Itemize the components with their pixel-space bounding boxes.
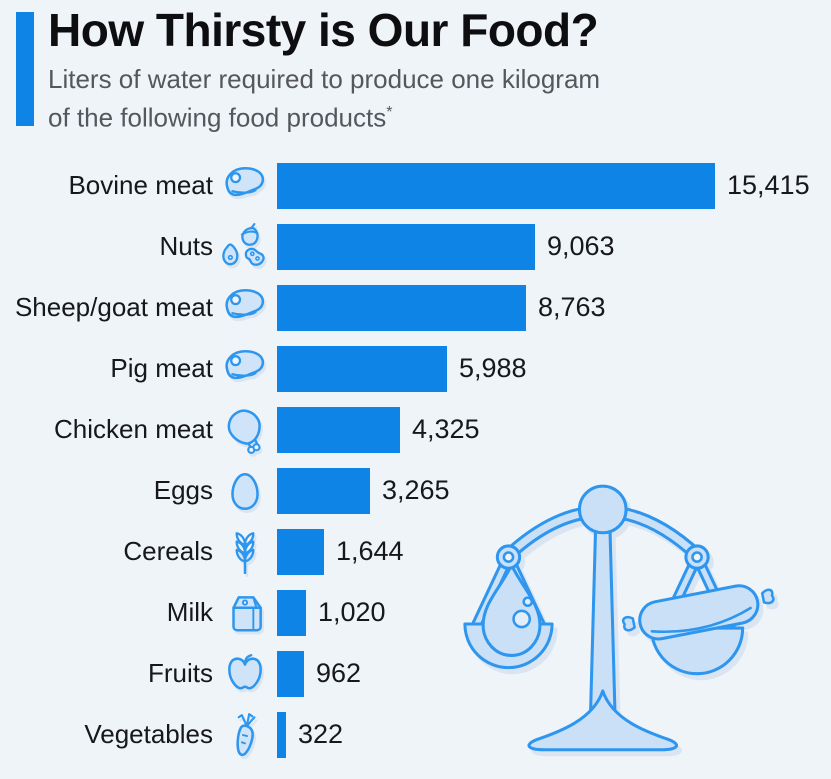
carrot-icon [213, 711, 277, 759]
bar-area: 1,644 [277, 528, 831, 575]
drumstick-icon [213, 406, 277, 454]
apple-icon [213, 650, 277, 698]
header: How Thirsty is Our Food? Liters of water… [48, 4, 808, 135]
bar [277, 223, 535, 270]
category-label: Milk [166, 597, 213, 627]
chart-row: Cereals 1,644 [0, 521, 831, 582]
subtitle-line1: Liters of water required to produce one … [48, 63, 601, 94]
chart-row: Pig meat 5,988 [0, 338, 831, 399]
value-label: 962 [316, 658, 362, 688]
title-accent-bar [16, 12, 34, 126]
steak-icon [213, 162, 277, 210]
bar [277, 528, 324, 575]
category-label: Pig meat [110, 353, 213, 383]
value-label: 15,415 [727, 170, 810, 200]
category-label: Nuts [159, 231, 213, 261]
chart-row: Nuts 9,063 [0, 216, 831, 277]
value-label: 9,063 [547, 231, 615, 261]
bar-area: 8,763 [277, 284, 831, 331]
bar [277, 284, 526, 331]
value-label: 322 [298, 719, 344, 749]
bar-area: 5,988 [277, 345, 831, 392]
steak-icon [213, 345, 277, 393]
category-label: Vegetables [84, 719, 213, 749]
chart-row: Eggs 3,265 [0, 460, 831, 521]
category-label: Sheep/goat meat [14, 292, 213, 322]
bar [277, 345, 447, 392]
wheat-icon [213, 528, 277, 576]
category-label: Fruits [148, 658, 213, 688]
category-label: Eggs [153, 475, 213, 505]
chart-row: Vegetables 322 [0, 704, 831, 765]
bar [277, 711, 286, 758]
value-label: 4,325 [412, 414, 480, 444]
bar-area: 15,415 [277, 162, 831, 209]
value-label: 1,020 [318, 597, 386, 627]
milk-carton-icon [213, 589, 277, 637]
value-label: 5,988 [459, 353, 527, 383]
nuts-icon [213, 222, 277, 271]
subtitle-line2: of the following food products [48, 102, 387, 133]
bar [277, 467, 370, 514]
chart-subtitle: Liters of water required to produce one … [48, 63, 808, 135]
footnote-marker: * [386, 103, 393, 121]
bar-area: 3,265 [277, 467, 831, 514]
egg-icon [213, 467, 277, 515]
bar [277, 406, 400, 453]
category-label: Chicken meat [54, 414, 213, 444]
bar-area: 9,063 [277, 223, 831, 270]
bar [277, 650, 304, 697]
value-label: 1,644 [336, 536, 404, 566]
bar [277, 589, 306, 636]
bar-area: 962 [277, 650, 831, 697]
chart-row: Sheep/goat meat 8,763 [0, 277, 831, 338]
chart-row: Fruits 962 [0, 643, 831, 704]
chart-row: Chicken meat 4,325 [0, 399, 831, 460]
steak-icon [213, 284, 277, 332]
chart-row: Bovine meat 15,415 [0, 155, 831, 216]
bar-chart: Bovine meat 15,415 Nuts 9,063 Sheep/goat… [0, 155, 831, 765]
value-label: 8,763 [538, 292, 606, 322]
value-label: 3,265 [382, 475, 450, 505]
chart-row: Milk 1,020 [0, 582, 831, 643]
category-label: Bovine meat [68, 170, 213, 200]
bar-area: 322 [277, 711, 831, 758]
page-title: How Thirsty is Our Food? [48, 4, 599, 56]
bar-area: 4,325 [277, 406, 831, 453]
category-label: Cereals [123, 536, 213, 566]
bar [277, 162, 715, 209]
bar-area: 1,020 [277, 589, 831, 636]
